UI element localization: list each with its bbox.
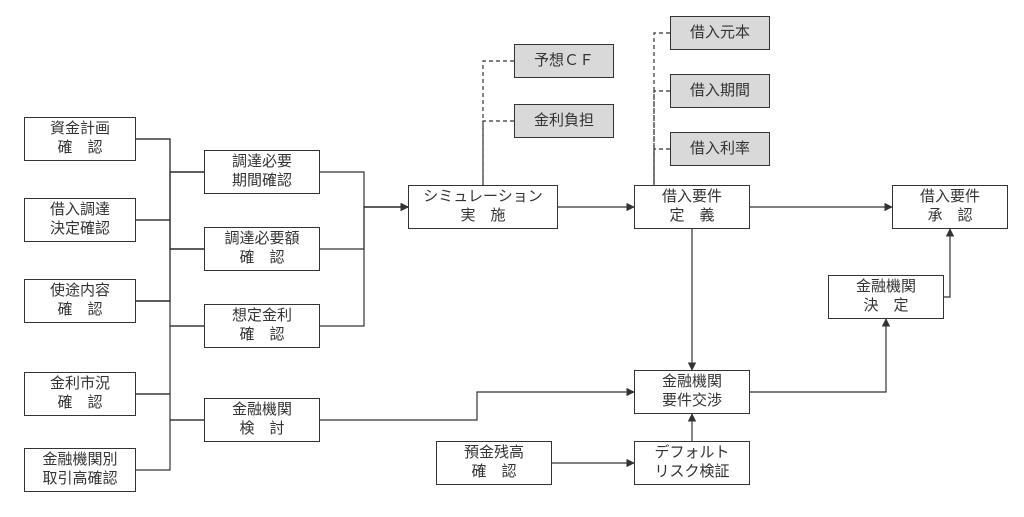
edge-n15-n16 xyxy=(944,229,950,297)
node-n12: 金融機関 要件交渉 xyxy=(634,370,750,414)
node-label: 資金計画 確 認 xyxy=(50,120,110,158)
edge-n1-n6 xyxy=(136,139,204,172)
node-n16: 借入要件 承 認 xyxy=(892,185,1008,229)
node-label: 調達必要 期間確認 xyxy=(232,153,292,191)
node-label: 借入要件 承 認 xyxy=(920,188,980,226)
node-label: 予想ＣＦ xyxy=(534,52,594,71)
node-s2: 金利負担 xyxy=(514,104,614,138)
node-s1: 予想ＣＦ xyxy=(514,44,614,78)
edge-s1-n10 xyxy=(483,61,514,185)
node-n10: シミュレーション 実 施 xyxy=(408,185,558,229)
node-n4: 金利市況 確 認 xyxy=(24,372,136,416)
node-label: 借入元本 xyxy=(690,24,750,43)
edge-n3-n7 xyxy=(136,249,204,301)
node-label: デフォルト リスク検証 xyxy=(654,444,729,482)
edge-s3-n11 xyxy=(654,33,670,185)
node-n9: 金融機関 検 討 xyxy=(204,398,320,442)
edge-s2-n10 xyxy=(483,121,514,185)
node-n5: 金融機関別 取引高確認 xyxy=(24,448,136,492)
node-n1: 資金計画 確 認 xyxy=(24,117,136,161)
edge-n9-n12 xyxy=(320,392,634,420)
node-n8: 想定金利 確 認 xyxy=(204,304,320,348)
edge-n7-n10 xyxy=(320,207,408,249)
node-label: 想定金利 確 認 xyxy=(232,307,292,345)
edge-n3-n8 xyxy=(136,301,204,326)
edges-layer xyxy=(0,0,1024,517)
node-n15: 金融機関 決 定 xyxy=(828,275,944,319)
edge-n4-n8 xyxy=(136,326,204,394)
node-n14: デフォルト リスク検証 xyxy=(634,441,750,485)
node-label: 預金残高 確 認 xyxy=(464,444,524,482)
node-label: 借入調達 決定確認 xyxy=(50,201,110,239)
node-s3: 借入元本 xyxy=(670,16,770,50)
node-label: 借入要件 定 義 xyxy=(662,188,722,226)
node-label: 金融機関別 取引高確認 xyxy=(42,451,117,489)
node-s5: 借入利率 xyxy=(670,132,770,166)
edge-n4-n9 xyxy=(136,394,204,420)
node-label: 使途内容 確 認 xyxy=(50,282,110,320)
node-n3: 使途内容 確 認 xyxy=(24,279,136,323)
edge-n3-n6 xyxy=(136,172,204,301)
edge-n6-n10 xyxy=(320,172,408,207)
flowchart-canvas: 資金計画 確 認借入調達 決定確認使途内容 確 認金利市況 確 認金融機関別 取… xyxy=(0,0,1024,517)
node-s4: 借入期間 xyxy=(670,74,770,108)
node-label: 金利市況 確 認 xyxy=(50,375,110,413)
node-label: 金利負担 xyxy=(534,112,594,131)
node-label: 金融機関 検 討 xyxy=(232,401,292,439)
node-label: シミュレーション 実 施 xyxy=(423,188,542,226)
edge-n8-n10 xyxy=(320,207,408,326)
edge-n2-n7 xyxy=(136,220,204,249)
node-label: 借入期間 xyxy=(690,82,750,101)
edge-n5-n9 xyxy=(136,420,204,470)
node-label: 金融機関 決 定 xyxy=(856,278,916,316)
node-label: 借入利率 xyxy=(690,140,750,159)
node-label: 金融機関 要件交渉 xyxy=(662,373,722,411)
edge-s5-n11 xyxy=(654,149,670,185)
edge-n2-n6 xyxy=(136,172,204,220)
node-n13: 預金残高 確 認 xyxy=(436,441,552,485)
node-n2: 借入調達 決定確認 xyxy=(24,198,136,242)
node-label: 調達必要額 確 認 xyxy=(224,230,299,268)
node-n11: 借入要件 定 義 xyxy=(634,185,750,229)
node-n6: 調達必要 期間確認 xyxy=(204,150,320,194)
edge-s4-n11 xyxy=(654,91,670,185)
node-n7: 調達必要額 確 認 xyxy=(204,227,320,271)
edge-n12-n15 xyxy=(750,319,886,392)
edge-n1-n7 xyxy=(136,139,204,249)
